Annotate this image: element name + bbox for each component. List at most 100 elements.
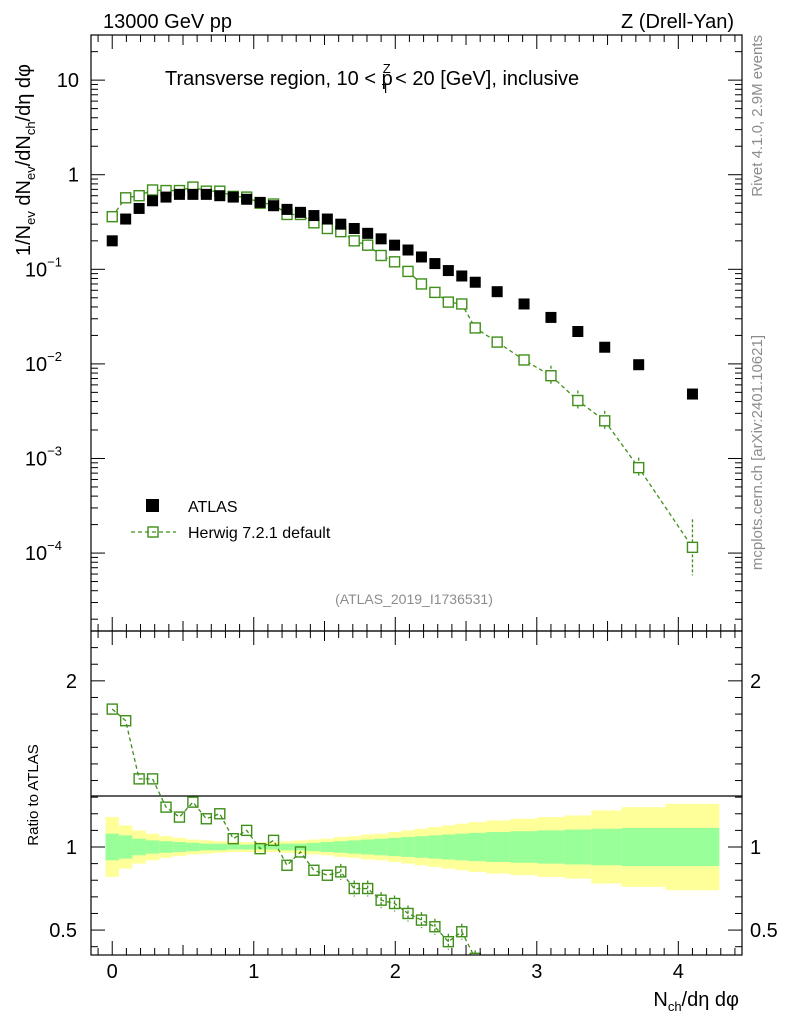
header-right: Z (Drell-Yan) — [621, 11, 734, 33]
atlas-point — [335, 218, 347, 230]
herwig-ratio-point — [321, 869, 334, 881]
atlas-point — [173, 188, 185, 200]
herwig-point — [106, 210, 118, 223]
herwig-point — [469, 322, 481, 334]
herwig-ratio-point — [469, 952, 481, 955]
atlas-point — [572, 326, 584, 338]
atlas-point — [402, 244, 414, 256]
herwig-point — [491, 336, 503, 348]
atlas-point — [308, 210, 320, 222]
ratio-band-inner — [226, 844, 240, 850]
ratio-band-inner — [186, 842, 200, 852]
ratio-band-inner — [510, 831, 538, 863]
herwig-point — [599, 415, 611, 427]
atlas-point — [545, 311, 557, 323]
ratio-band-inner — [239, 844, 254, 850]
main-axes: 10 1 10−1 10−2 10−3 10−4 — [25, 34, 742, 631]
ratio-band-inner — [253, 844, 267, 850]
header-left: 13000 GeV pp — [103, 11, 232, 33]
ratio-frame — [90, 630, 743, 956]
rivet-label: Rivet 4.1.0, 2.9M events — [749, 35, 766, 197]
herwig-ratio-point — [160, 801, 172, 813]
ratio-band-inner — [118, 835, 133, 859]
main-series — [106, 181, 699, 576]
herwig-point — [133, 190, 145, 202]
herwig-ratio-point — [294, 846, 307, 858]
herwig-ratio-point — [240, 824, 253, 837]
legend-herwig-marker — [147, 526, 159, 538]
ratio-band-inner — [486, 832, 511, 862]
atlas-point — [686, 388, 698, 400]
herwig-line — [111, 186, 694, 548]
herwig-ratio-point — [106, 703, 118, 715]
main-ytick-label: 1 — [68, 165, 79, 187]
ratio-ytick-label: 0.5 — [49, 920, 77, 942]
ratio-band-inner — [428, 835, 442, 859]
ratio-band-inner — [621, 827, 666, 867]
herwig-ratio-point — [214, 808, 226, 820]
ratio-band-inner — [468, 832, 487, 862]
ratio-axes: 2 2 1 1 0.5 0.5 0 1 2 3 4 — [49, 631, 778, 983]
ratio-band-inner — [360, 839, 375, 855]
herwig-point — [348, 235, 360, 247]
atlas-point — [200, 188, 212, 200]
main-ylabel: 1/Nev dNev/dNch/dη dφ — [13, 64, 38, 256]
x-axis-label: Nch/dη dφ — [653, 989, 739, 1014]
ratio-band-inner — [347, 840, 361, 854]
ratio-band-inner — [441, 834, 456, 860]
herwig-ratio-point — [442, 936, 455, 948]
legend: ATLAS Herwig 7.2.1 default — [131, 499, 331, 542]
herwig-ratio-point — [133, 773, 145, 785]
main-ytick-label: 10−2 — [25, 349, 62, 376]
ratio-band-inner — [374, 838, 388, 856]
ratio-band-inner — [414, 836, 429, 858]
herwig-ratio-point — [361, 882, 374, 895]
herwig-ratio-point — [173, 811, 186, 823]
atlas-point — [321, 213, 333, 225]
main-ytick-label: 10−1 — [25, 254, 62, 281]
ratio-ylabel: Ratio to ATLAS — [25, 744, 42, 845]
herwig-point — [442, 296, 455, 308]
atlas-point — [227, 191, 239, 203]
herwig-point — [572, 394, 584, 407]
atlas-point — [187, 188, 199, 200]
ratio-band-inner — [213, 843, 227, 851]
ratio-band-inner — [387, 837, 402, 857]
ratio-band-inner — [334, 841, 348, 853]
atlas-point — [133, 202, 145, 214]
ratio-ytick-label: 2 — [66, 671, 77, 693]
atlas-point — [106, 235, 118, 247]
herwig-ratio-point — [227, 832, 239, 845]
atlas-point — [348, 223, 360, 235]
herwig-point — [361, 239, 374, 251]
herwig-ratio-point — [402, 907, 414, 920]
legend-herwig-label: Herwig 7.2.1 default — [188, 525, 331, 542]
ratio-ytick-label-right: 1 — [750, 837, 761, 859]
x-tick-label: 0 — [107, 961, 118, 983]
herwig-point — [402, 265, 414, 278]
atlas-point — [442, 265, 454, 277]
atlas-point — [633, 359, 645, 371]
x-tick-label: 1 — [248, 961, 259, 983]
atlas-point — [429, 258, 441, 270]
ratio-band-inner — [280, 843, 294, 851]
herwig-point — [119, 192, 132, 204]
ratio-ytick-label-right: 0.5 — [750, 920, 778, 942]
herwig-ratio-point — [267, 834, 280, 847]
herwig-point — [632, 461, 645, 474]
atlas-point — [281, 203, 293, 215]
herwig-ratio-point — [308, 864, 320, 876]
ratio-band-inner — [266, 844, 281, 850]
atlas-point — [147, 195, 159, 207]
herwig-ratio-point — [335, 866, 347, 878]
herwig-point — [518, 354, 530, 366]
herwig-point — [545, 370, 557, 382]
atlas-point — [389, 239, 401, 251]
legend-atlas-label: ATLAS — [188, 499, 238, 516]
herwig-point — [146, 184, 159, 196]
atlas-point — [241, 193, 253, 205]
ratio-band-inner — [564, 829, 592, 865]
ratio-band-inner — [320, 842, 335, 852]
ratio-ytick-label-right: 2 — [750, 671, 761, 693]
